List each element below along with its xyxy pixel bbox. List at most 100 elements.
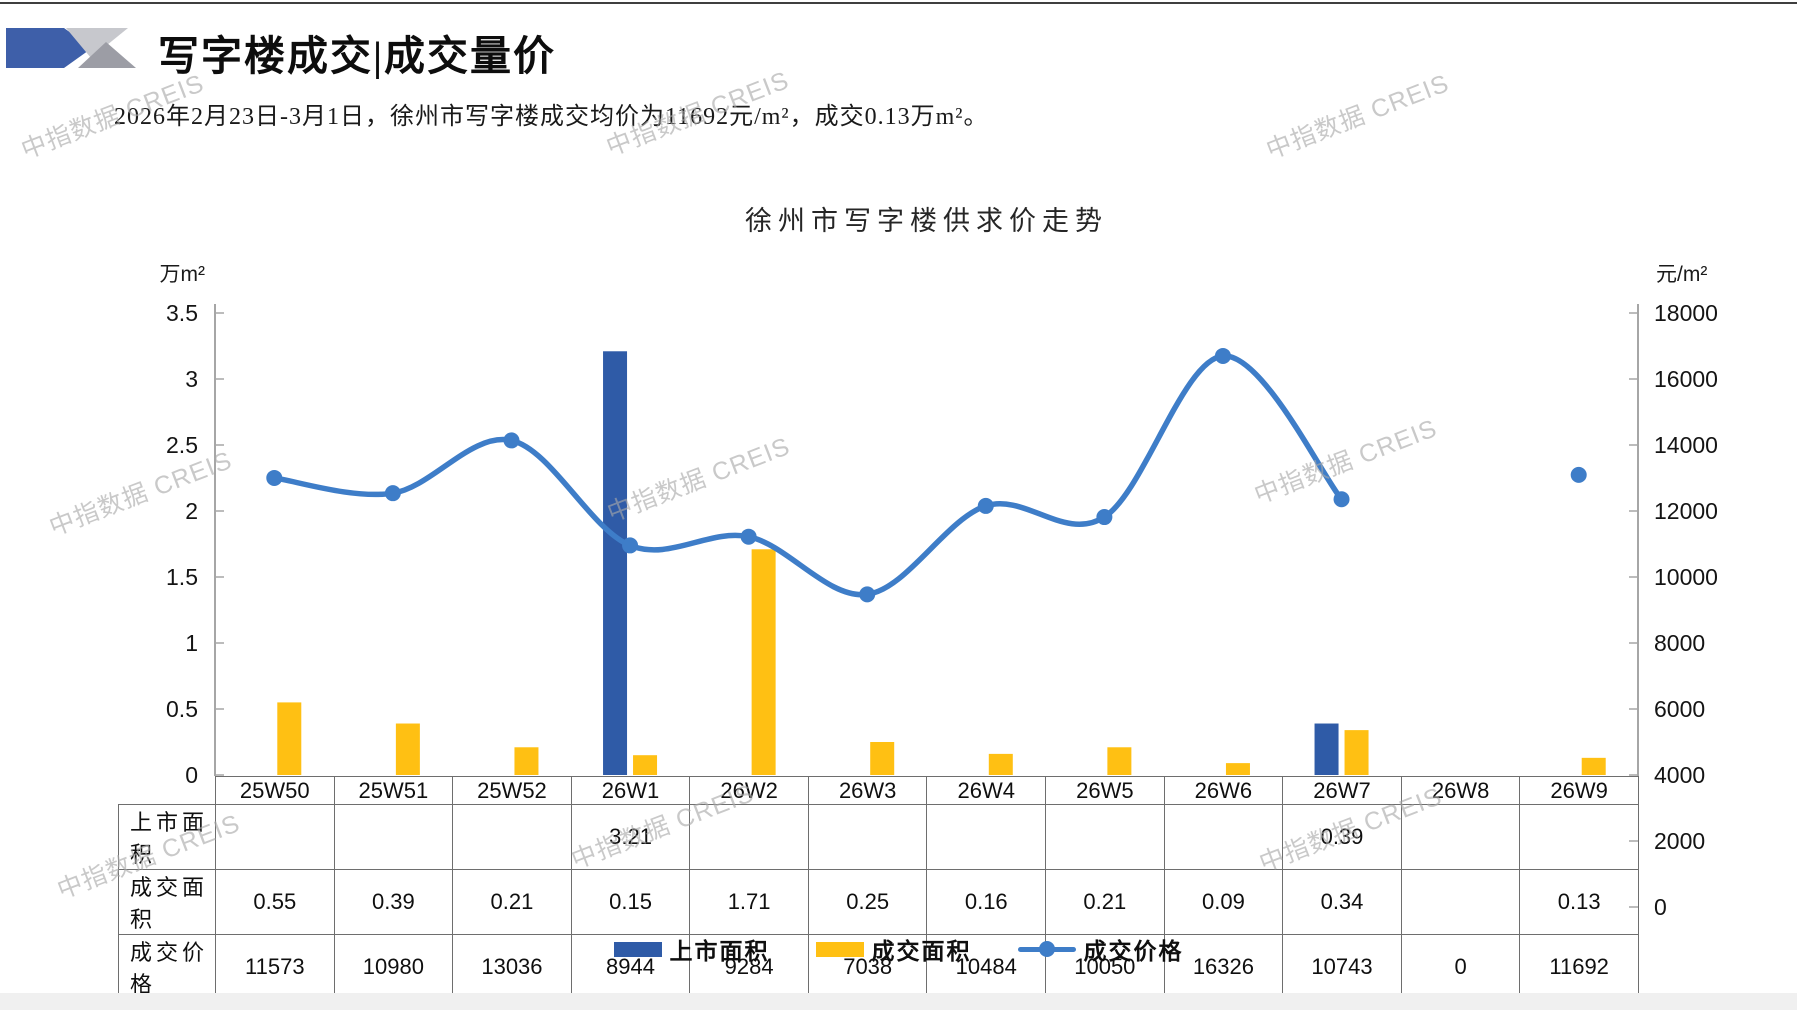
footer-strip: [0, 993, 1797, 1010]
table-cell: [452, 804, 572, 870]
price-point: [1214, 347, 1231, 364]
table-cell: [1400, 869, 1521, 935]
chart-legend: 上市面积 成交面积 成交价格: [0, 932, 1797, 966]
legend-item: 成交价格: [1017, 932, 1184, 966]
week-label: 26W6: [1163, 776, 1284, 805]
left-axis-tick-label: 1: [185, 630, 198, 656]
table-row: 上市面积 3.21 0.39: [118, 804, 1639, 870]
right-axis-tick-label: 12000: [1654, 498, 1718, 524]
table-cell: [1163, 804, 1284, 870]
week-label: 25W51: [333, 776, 454, 805]
summary-text: 2026年2月23日-3月1日，徐州市写字楼成交均价为11692元/m²，成交0…: [114, 104, 989, 130]
table-cell: 0.21: [452, 869, 572, 935]
price-point: [1333, 491, 1350, 508]
table-cell: [215, 804, 335, 870]
right-axis-tick-label: 18000: [1654, 300, 1718, 326]
week-label: 26W3: [807, 776, 928, 805]
table-cell: 1.71: [689, 869, 809, 935]
table-cell: 13036: [452, 934, 572, 1000]
table-cell: [807, 804, 928, 870]
top-rule: [0, 2, 1797, 4]
bar-listing-area: [603, 351, 628, 775]
price-point: [1570, 466, 1587, 483]
price-point: [859, 586, 876, 603]
chart-title: 徐州市写字楼供求价走势: [745, 206, 1108, 236]
left-axis-tick-label: 2: [185, 498, 198, 524]
table-cell: 0: [1400, 934, 1521, 1000]
left-axis-tick-label: 3: [185, 366, 198, 392]
table-cell: 0.21: [1045, 869, 1165, 935]
price-point: [266, 469, 283, 486]
bar-transaction-area: [277, 702, 302, 775]
week-label: 26W9: [1519, 776, 1639, 805]
week-label: 25W52: [452, 776, 572, 805]
page-title: 写字楼成交|成交量价: [158, 33, 557, 79]
bar-listing-area: [1314, 723, 1339, 775]
bar-transaction-area: [1581, 757, 1606, 775]
table-cell: [1400, 804, 1521, 870]
week-label: 26W7: [1282, 776, 1402, 805]
legend-bar-swatch: [815, 941, 864, 957]
price-point: [1096, 509, 1113, 526]
left-axis-tick-label: 0.5: [166, 696, 198, 722]
legend-bar-swatch: [613, 941, 662, 957]
table-row-label: 成交面积: [118, 869, 216, 935]
right-axis-title: 元/m²: [1656, 263, 1708, 286]
table-cell: 0.13: [1519, 869, 1639, 935]
data-table: 25W50 25W51 25W52 26W1 26W2 26W3 26W4 26W5 26W6 2…: [118, 776, 1639, 1000]
week-label: 26W4: [926, 776, 1047, 805]
table-corner-spacer: [119, 777, 216, 805]
left-axis-tick-label: 0: [185, 762, 198, 788]
table-cell: 10050: [1045, 934, 1165, 1000]
price-point: [503, 432, 520, 449]
left-axis-title: 万m²: [159, 263, 206, 286]
right-axis-tick-label: 16000: [1654, 366, 1718, 392]
legend-label: 成交面积: [871, 939, 972, 964]
left-axis-tick-label: 2.5: [166, 432, 198, 458]
bar-transaction-area: [988, 753, 1013, 775]
table-cell: [1045, 804, 1165, 870]
week-label: 26W8: [1400, 776, 1521, 805]
bar-transaction-area: [1107, 747, 1132, 775]
price-point: [740, 528, 757, 545]
week-label: 26W1: [570, 776, 691, 805]
bar-transaction-area: [870, 742, 895, 775]
price-point: [384, 485, 401, 502]
right-axis-tick-label: 14000: [1654, 432, 1718, 458]
right-axis-tick-label: 2000: [1654, 828, 1705, 854]
legend-item: 成交面积: [815, 932, 972, 966]
week-label: 26W5: [1045, 776, 1165, 805]
table-cell: 0.16: [926, 869, 1047, 935]
table-cell: 0.55: [215, 869, 335, 935]
legend-label: 成交价格: [1083, 939, 1184, 964]
table-cell: 10980: [333, 934, 454, 1000]
right-axis-tick-label: 10000: [1654, 564, 1718, 590]
table-cell: 10743: [1282, 934, 1402, 1000]
bar-transaction-area: [395, 723, 420, 775]
table-cell: 11573: [215, 934, 335, 1000]
table-cell: 0.09: [1163, 869, 1284, 935]
week-label: 26W2: [689, 776, 809, 805]
legend-label: 上市面积: [669, 939, 770, 964]
bar-transaction-area: [1344, 730, 1369, 775]
creis-logo-icon: [6, 28, 136, 68]
table-cell: [1519, 804, 1639, 870]
bar-transaction-area: [1225, 763, 1250, 775]
price-point: [977, 497, 994, 514]
table-row: 成交面积 0.55 0.39 0.21 0.15 1.71 0.25 0.16 0.21 0.09…: [118, 869, 1639, 935]
week-label: 25W50: [215, 776, 335, 805]
left-axis-tick-label: 1.5: [166, 564, 198, 590]
bar-transaction-area: [514, 747, 539, 775]
right-axis-tick-label: 4000: [1654, 762, 1705, 788]
right-axis-tick-label: 8000: [1654, 630, 1705, 656]
table-cell: 0.25: [807, 869, 928, 935]
table-cell: 9284: [689, 934, 809, 1000]
table-cell: 10484: [926, 934, 1047, 1000]
table-cell: 0.15: [570, 869, 691, 935]
table-row-label: 成交价格: [118, 934, 216, 1000]
table-row-label: 上市面积: [118, 804, 216, 870]
legend-item: 上市面积: [613, 932, 770, 966]
bar-transaction-area: [751, 549, 776, 775]
table-cell: [333, 804, 454, 870]
